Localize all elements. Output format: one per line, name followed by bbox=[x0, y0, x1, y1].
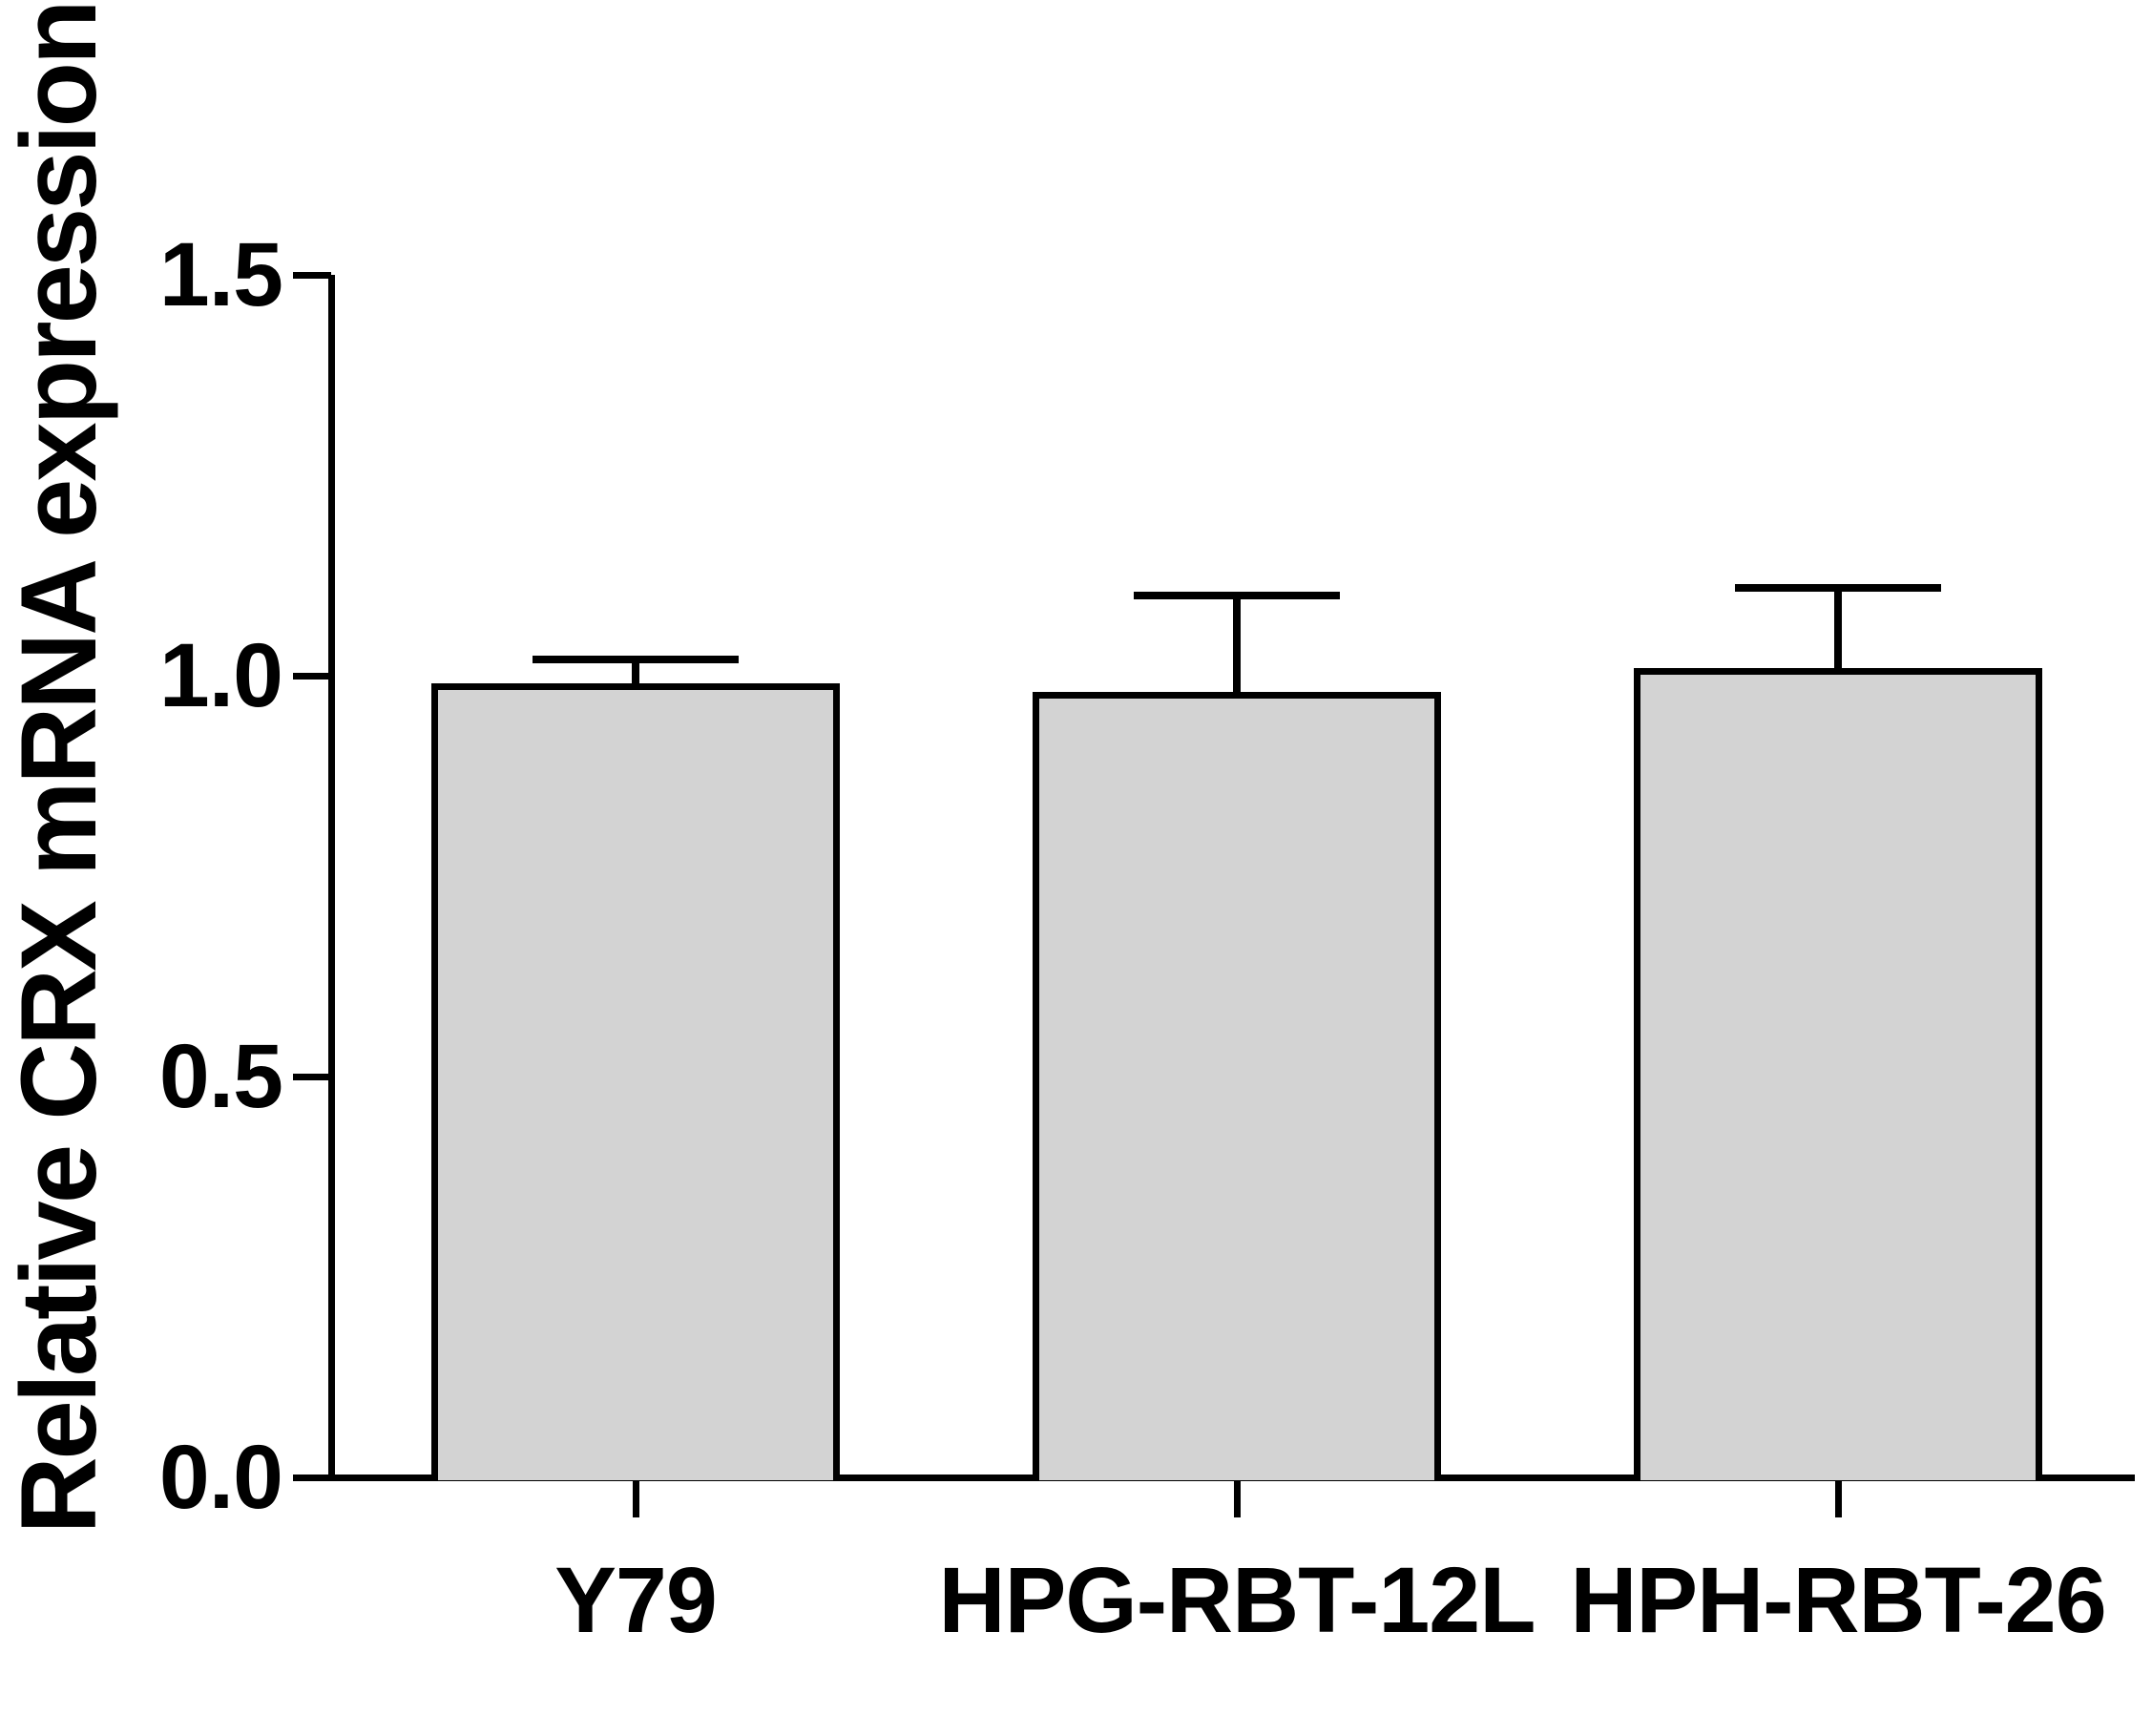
error-bar-cap bbox=[533, 656, 739, 664]
x-category-label: Y79 bbox=[554, 1548, 718, 1652]
y-axis-line bbox=[327, 275, 335, 1481]
y-tick-mark bbox=[293, 1073, 331, 1080]
y-tick-label: 0.0 bbox=[158, 1427, 283, 1528]
error-bar-line bbox=[1834, 587, 1842, 668]
error-bar-line bbox=[632, 659, 639, 684]
y-tick-label: 1.5 bbox=[158, 224, 283, 325]
error-bar-cap bbox=[1735, 583, 1941, 592]
error-bar-line bbox=[1233, 596, 1241, 692]
y-tick-mark bbox=[293, 672, 331, 680]
y-tick-label: 1.0 bbox=[158, 625, 283, 726]
bar-HPG-RBT-12L bbox=[1033, 691, 1441, 1481]
x-tick-mark bbox=[632, 1480, 639, 1517]
x-category-label: HPG-RBT-12L bbox=[938, 1548, 1536, 1652]
x-tick-mark bbox=[1233, 1480, 1241, 1517]
y-tick-mark bbox=[293, 1474, 331, 1481]
y-tick-mark bbox=[293, 271, 331, 279]
error-bar-cap bbox=[1134, 592, 1340, 599]
y-tick-label: 0.5 bbox=[158, 1026, 283, 1127]
x-tick-mark bbox=[1834, 1480, 1842, 1517]
bar-Y79 bbox=[431, 683, 840, 1481]
x-category-label: HPH-RBT-26 bbox=[1570, 1548, 2106, 1652]
bar-HPH-RBT-26 bbox=[1634, 667, 2042, 1481]
